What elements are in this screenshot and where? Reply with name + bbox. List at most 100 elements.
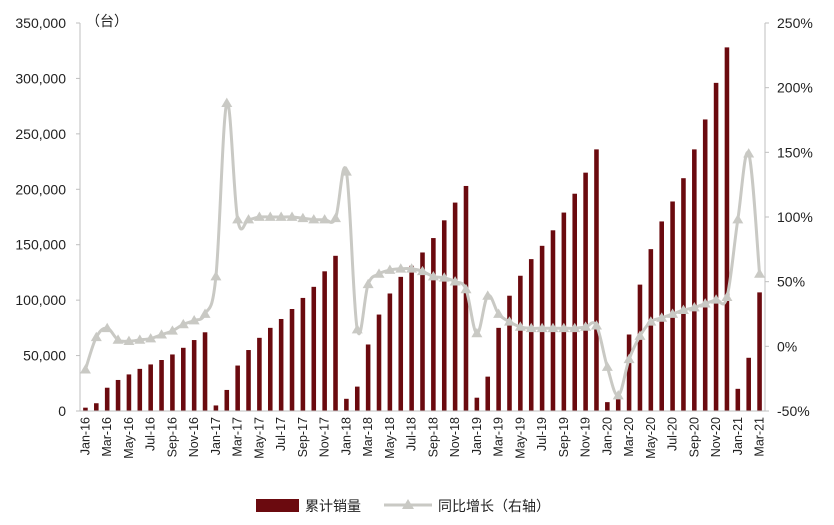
line-point-marker bbox=[634, 330, 646, 340]
left-tick-label: 200,000 bbox=[15, 181, 66, 197]
line-point-marker bbox=[471, 327, 483, 338]
legend-line-marker bbox=[402, 499, 414, 509]
bar bbox=[126, 374, 132, 411]
bar bbox=[485, 376, 491, 411]
line-point-marker bbox=[580, 321, 592, 331]
legend-line-label: 同比增长（右轴） bbox=[438, 498, 550, 514]
bar-series bbox=[83, 47, 762, 412]
x-tick-label: Sep-18 bbox=[426, 417, 440, 457]
bar bbox=[202, 332, 208, 411]
bar bbox=[365, 344, 371, 411]
bar bbox=[594, 149, 599, 411]
line-point-marker bbox=[308, 214, 320, 224]
bar bbox=[224, 389, 230, 411]
line-point-marker bbox=[590, 320, 602, 330]
line-point-marker bbox=[460, 283, 472, 294]
bar bbox=[452, 202, 458, 411]
line-point-marker bbox=[253, 211, 265, 221]
bar bbox=[137, 368, 143, 411]
bar bbox=[431, 238, 436, 411]
x-tick-label: Jul-18 bbox=[405, 417, 419, 451]
bar bbox=[170, 354, 175, 411]
bar bbox=[615, 395, 621, 411]
line-point-marker bbox=[177, 318, 189, 329]
line-point-marker bbox=[330, 212, 342, 223]
line-point-marker bbox=[395, 263, 407, 273]
bar bbox=[409, 265, 414, 411]
line-point-marker bbox=[743, 148, 755, 158]
x-tick-label: Mar-19 bbox=[492, 417, 506, 457]
line-point-marker bbox=[373, 268, 385, 278]
line-point-marker bbox=[232, 214, 244, 224]
x-tick-label: Jan-17 bbox=[209, 417, 223, 455]
left-tick-label: 0 bbox=[58, 403, 66, 419]
x-tick-label: May-17 bbox=[252, 417, 266, 459]
bar bbox=[289, 309, 295, 411]
x-tick-label: May-19 bbox=[513, 417, 527, 459]
bar bbox=[724, 47, 730, 411]
bar bbox=[605, 402, 610, 411]
bar bbox=[713, 82, 719, 411]
x-tick-label: Sep-20 bbox=[687, 417, 701, 457]
x-tick-label: Mar-16 bbox=[100, 417, 114, 457]
legend: 累计销量 同比增长（右轴） bbox=[256, 498, 550, 514]
right-tick-label: 200% bbox=[777, 80, 813, 96]
bar bbox=[692, 149, 697, 411]
bar bbox=[300, 297, 306, 411]
bar bbox=[267, 327, 273, 411]
bar bbox=[528, 259, 534, 411]
line-point-marker bbox=[449, 276, 461, 286]
bar bbox=[757, 292, 762, 411]
line-point-marker bbox=[558, 322, 570, 333]
x-tick-label: Sep-17 bbox=[296, 417, 310, 457]
x-tick-label: Jan-21 bbox=[731, 417, 745, 455]
x-axis-ticks: Jan-16 Mar-16 May-16 Jul-16 Sep-16 Nov-16 Jan-… bbox=[78, 417, 766, 459]
line-point-marker bbox=[156, 329, 168, 339]
bar bbox=[257, 337, 262, 411]
line-point-marker bbox=[112, 334, 124, 344]
line-point-marker bbox=[547, 322, 559, 333]
left-tick-label: 300,000 bbox=[15, 70, 66, 86]
bar bbox=[681, 178, 686, 411]
bar bbox=[441, 220, 447, 411]
x-tick-label: Jul-19 bbox=[535, 417, 549, 451]
line-point-marker bbox=[710, 294, 722, 304]
bar bbox=[115, 379, 121, 411]
bar bbox=[278, 318, 284, 411]
line-point-marker bbox=[188, 314, 200, 325]
left-axis-unit-label: （台） bbox=[86, 13, 128, 29]
line-point-marker bbox=[612, 389, 624, 400]
line-point-marker bbox=[123, 335, 135, 346]
left-tick-label: 100,000 bbox=[15, 292, 66, 308]
bar bbox=[148, 364, 153, 411]
line-point-marker bbox=[221, 97, 233, 108]
line-point-marker bbox=[677, 304, 689, 314]
bar bbox=[344, 398, 349, 411]
bar bbox=[735, 388, 741, 411]
left-tick-label: 350,000 bbox=[15, 15, 66, 31]
x-tick-label: May-20 bbox=[644, 417, 658, 459]
line-point-marker bbox=[503, 316, 515, 326]
x-tick-label: Mar-17 bbox=[231, 417, 245, 457]
line-point-marker bbox=[210, 270, 222, 281]
line-point-marker bbox=[384, 264, 396, 274]
bar bbox=[507, 295, 512, 411]
x-tick-label: Jan-19 bbox=[470, 417, 484, 455]
bar bbox=[474, 397, 480, 411]
bar bbox=[550, 230, 556, 411]
bar bbox=[637, 284, 643, 411]
right-tick-label: 50% bbox=[777, 274, 805, 290]
bar bbox=[420, 252, 425, 411]
bar bbox=[518, 275, 523, 411]
x-tick-label: Mar-18 bbox=[361, 417, 375, 457]
bar bbox=[94, 403, 99, 411]
legend-bar-label: 累计销量 bbox=[305, 498, 361, 514]
right-tick-label: 100% bbox=[777, 209, 813, 225]
bar bbox=[561, 212, 567, 411]
line-point-marker bbox=[699, 298, 711, 308]
line-point-marker bbox=[166, 325, 178, 335]
line-point-marker bbox=[264, 211, 276, 221]
line-point-marker bbox=[362, 278, 374, 289]
line-point-marker bbox=[656, 312, 668, 322]
